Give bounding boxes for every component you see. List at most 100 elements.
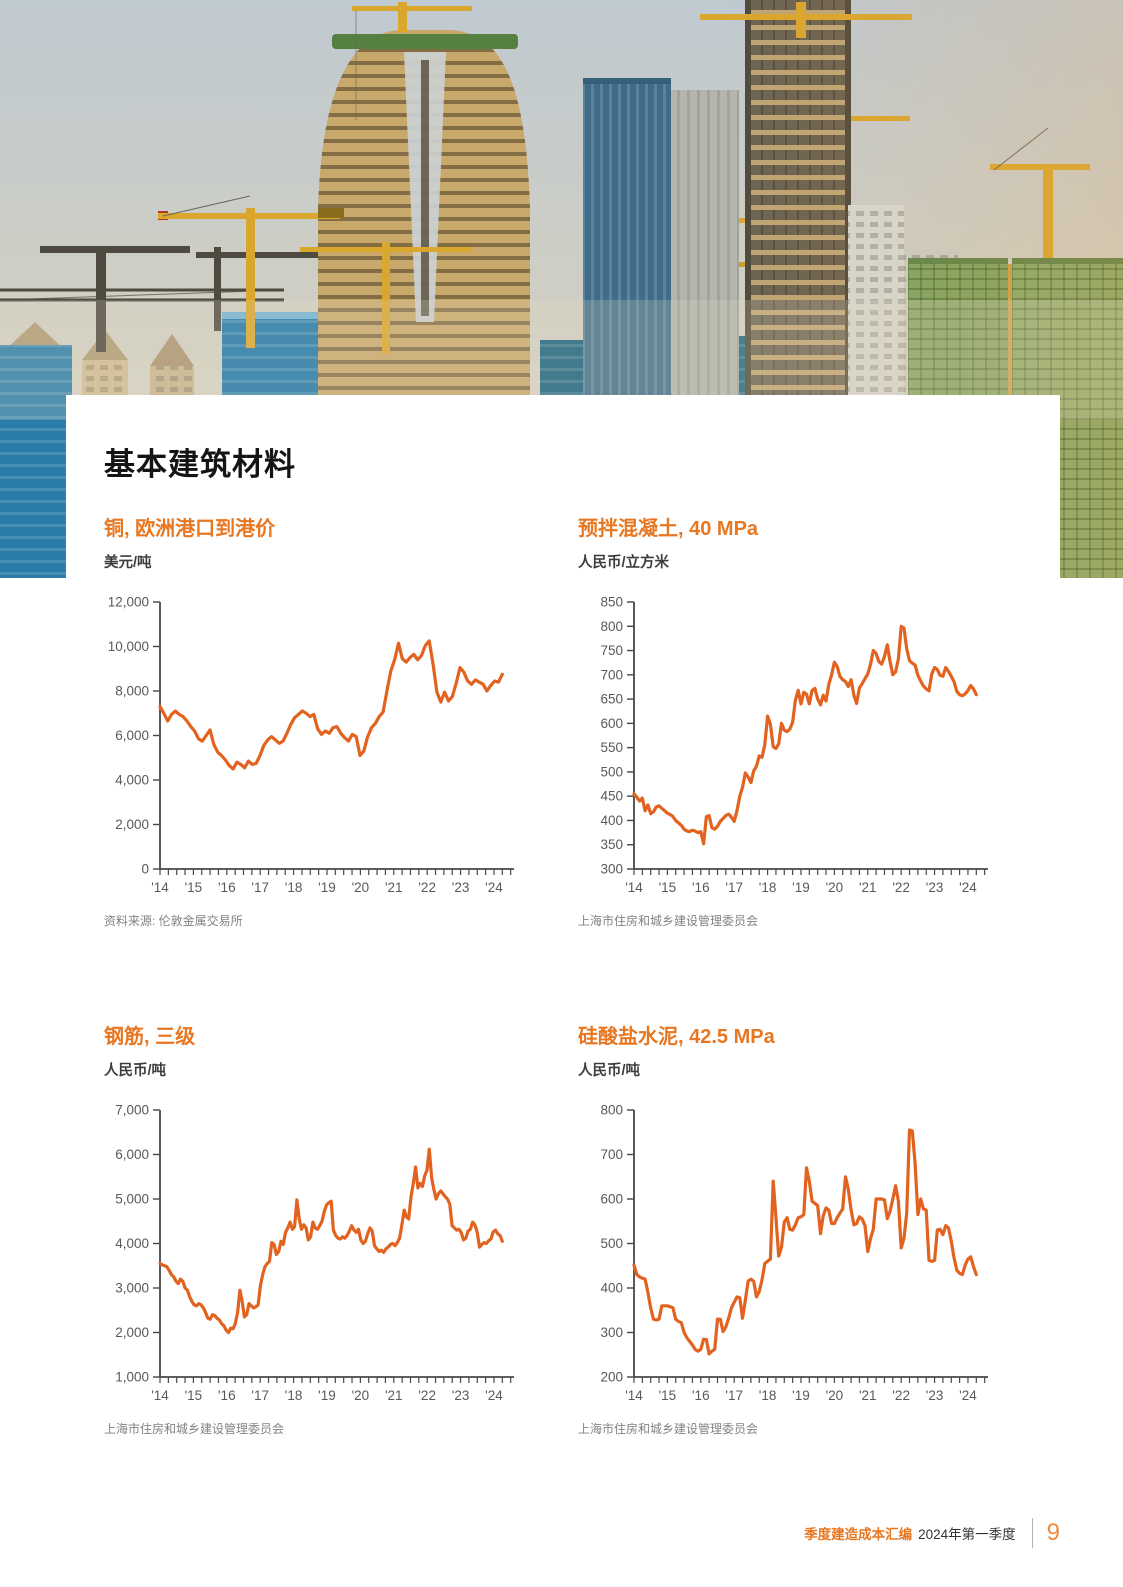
- chart-block-rebar: 钢筋, 三级 人民币/吨 1,000 2,000 3,000 4,000 5,000 6,…: [104, 1020, 524, 1437]
- svg-text:1,000: 1,000: [115, 1370, 149, 1385]
- svg-text:650: 650: [600, 692, 623, 707]
- chart-title: 硅酸盐水泥, 42.5 MPa: [578, 1026, 775, 1048]
- svg-text:300: 300: [600, 1325, 623, 1340]
- chart-block-concrete: 预拌混凝土, 40 MPa 人民币/立方米 300 350 400 450 500 550…: [578, 512, 998, 929]
- charts-grid: 铜, 欧洲港口到港价 美元/吨 0 2,000 4,000 6,000 8,000 10,…: [104, 512, 1060, 1437]
- svg-text:700: 700: [600, 1147, 623, 1162]
- chart-source: 上海市住房和城乡建设管理委员会: [578, 1422, 759, 1436]
- svg-text:10,000: 10,000: [108, 639, 149, 654]
- chart-title: 预拌混凝土, 40 MPa: [578, 518, 759, 540]
- svg-text:'19: '19: [318, 1388, 336, 1403]
- svg-text:'15: '15: [659, 880, 677, 895]
- svg-text:'24: '24: [485, 1388, 503, 1403]
- svg-text:'16: '16: [692, 1388, 710, 1403]
- svg-text:'20: '20: [826, 1388, 844, 1403]
- svg-text:'24: '24: [485, 880, 503, 895]
- crane-jib: [352, 6, 472, 11]
- svg-text:'18: '18: [759, 1388, 777, 1403]
- svg-text:6,000: 6,000: [115, 1147, 149, 1162]
- svg-text:'17: '17: [251, 880, 269, 895]
- svg-text:'18: '18: [759, 880, 777, 895]
- chart-title: 铜, 欧洲港口到港价: [104, 518, 276, 540]
- svg-text:300: 300: [600, 862, 623, 877]
- crane-mast: [398, 2, 407, 32]
- svg-text:600: 600: [600, 716, 623, 731]
- svg-text:800: 800: [600, 1103, 623, 1118]
- svg-text:2,000: 2,000: [115, 817, 149, 832]
- svg-text:750: 750: [600, 643, 623, 658]
- chart-unit: 人民币/立方米: [578, 555, 670, 571]
- svg-text:'17: '17: [251, 1388, 269, 1403]
- svg-text:'23: '23: [452, 1388, 470, 1403]
- svg-text:600: 600: [600, 1192, 623, 1207]
- svg-text:450: 450: [600, 789, 623, 804]
- svg-text:'18: '18: [285, 880, 303, 895]
- chart-source: 上海市住房和城乡建设管理委员会: [578, 914, 759, 928]
- svg-text:2,000: 2,000: [115, 1325, 149, 1340]
- svg-text:'16: '16: [218, 1388, 236, 1403]
- svg-text:'17: '17: [725, 880, 743, 895]
- svg-text:'19: '19: [792, 1388, 810, 1403]
- svg-text:'15: '15: [659, 1388, 677, 1403]
- svg-text:'14: '14: [151, 880, 169, 895]
- cement-price-line-chart: 200 300 400 500 600 700 800 '14 '15 '16 '17 '18 '19 '…: [600, 1103, 988, 1403]
- svg-text:5,000: 5,000: [115, 1192, 149, 1207]
- svg-text:'23: '23: [926, 880, 944, 895]
- page-title: 基本建筑材料: [104, 447, 296, 482]
- svg-text:800: 800: [600, 619, 623, 634]
- rebar-price-line-chart: 1,000 2,000 3,000 4,000 5,000 6,000 7,000 '14 '1…: [115, 1103, 514, 1403]
- svg-text:850: 850: [600, 595, 623, 610]
- svg-text:550: 550: [600, 740, 623, 755]
- svg-text:'17: '17: [725, 1388, 743, 1403]
- chart-block-cement: 硅酸盐水泥, 42.5 MPa 人民币/吨 200 300 400 500 600 700…: [578, 1020, 998, 1437]
- svg-text:8,000: 8,000: [115, 684, 149, 699]
- copper-price-line-chart: 0 2,000 4,000 6,000 8,000 10,000 12,000 '14 '15 '…: [108, 595, 514, 895]
- svg-text:'20: '20: [826, 880, 844, 895]
- svg-text:'23: '23: [452, 880, 470, 895]
- footer-doc-title: 季度建造成本汇编: [804, 1527, 913, 1542]
- footer-divider: [1031, 1518, 1033, 1548]
- svg-text:4,000: 4,000: [115, 773, 149, 788]
- svg-text:'21: '21: [385, 1388, 403, 1403]
- svg-text:'15: '15: [185, 880, 203, 895]
- svg-text:'21: '21: [859, 1388, 877, 1403]
- svg-text:'14: '14: [151, 1388, 169, 1403]
- chart-source: 资料来源: 伦敦金属交易所: [104, 914, 243, 928]
- svg-text:'18: '18: [285, 1388, 303, 1403]
- svg-text:'15: '15: [185, 1388, 203, 1403]
- chart-unit: 美元/吨: [104, 555, 152, 571]
- svg-text:350: 350: [600, 837, 623, 852]
- svg-text:400: 400: [600, 813, 623, 828]
- svg-text:'16: '16: [692, 880, 710, 895]
- lattice-cranes: [0, 246, 336, 352]
- svg-text:'24: '24: [959, 880, 977, 895]
- svg-text:'22: '22: [892, 1388, 910, 1403]
- svg-text:500: 500: [600, 764, 623, 779]
- page-number: 9: [1046, 1519, 1060, 1546]
- svg-text:'14: '14: [625, 880, 643, 895]
- svg-text:200: 200: [600, 1370, 623, 1385]
- content-card: 基本建筑材料 铜, 欧洲港口到港价 美元/吨 0 2,000 4,000 6,000 8…: [66, 395, 1060, 1437]
- page-footer: 季度建造成本汇编 2024年第一季度 9: [804, 1518, 1060, 1548]
- svg-text:0: 0: [141, 862, 149, 877]
- svg-text:12,000: 12,000: [108, 595, 149, 610]
- chart-unit: 人民币/吨: [104, 1063, 167, 1079]
- svg-text:400: 400: [600, 1281, 623, 1296]
- svg-text:'23: '23: [926, 1388, 944, 1403]
- svg-text:4,000: 4,000: [115, 1236, 149, 1251]
- svg-text:700: 700: [600, 667, 623, 682]
- svg-text:'16: '16: [218, 880, 236, 895]
- svg-text:'21: '21: [385, 880, 403, 895]
- footer-edition: 2024年第一季度: [918, 1527, 1016, 1542]
- concrete-price-line-chart: 300 350 400 450 500 550 600 650 700 750 800 850 '14 '…: [600, 595, 988, 895]
- svg-text:'14: '14: [625, 1388, 643, 1403]
- svg-text:'24: '24: [959, 1388, 977, 1403]
- svg-text:'22: '22: [418, 1388, 436, 1403]
- chart-title: 钢筋, 三级: [104, 1026, 196, 1048]
- svg-text:6,000: 6,000: [115, 728, 149, 743]
- svg-text:'21: '21: [859, 880, 877, 895]
- chart-unit: 人民币/吨: [578, 1063, 641, 1079]
- svg-text:500: 500: [600, 1236, 623, 1251]
- svg-text:'19: '19: [318, 880, 336, 895]
